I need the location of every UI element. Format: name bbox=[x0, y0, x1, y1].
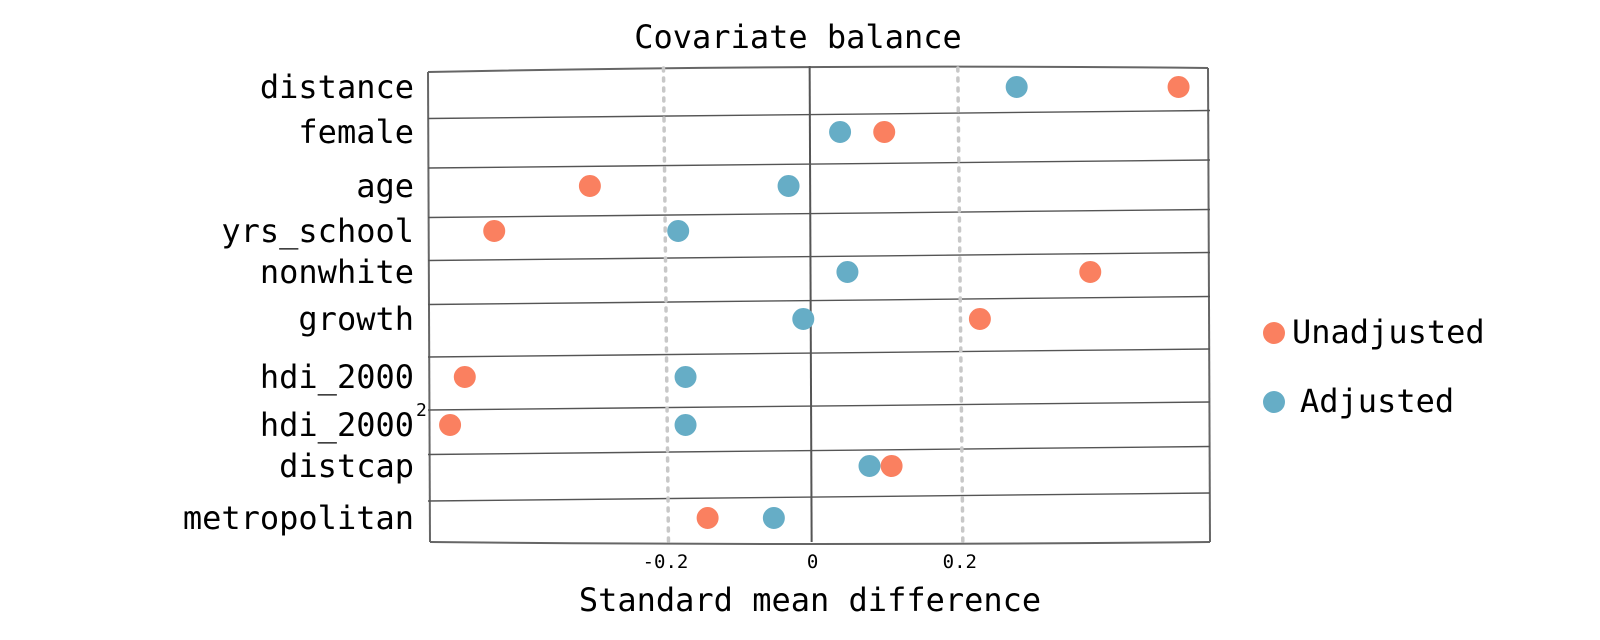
plot-frame-top bbox=[427, 65, 1209, 73]
y-tick-label: female bbox=[298, 113, 414, 151]
data-point-adjusted bbox=[792, 308, 815, 330]
data-point-unadjusted bbox=[453, 366, 476, 388]
plot-frame-bottom bbox=[429, 541, 1211, 545]
legend-label-adjusted: Adjusted bbox=[1300, 382, 1454, 420]
legend: Unadjusted Adjusted bbox=[1263, 313, 1485, 420]
row-separator bbox=[427, 109, 1211, 120]
data-point-adjusted bbox=[777, 175, 800, 197]
y-tick-label: nonwhite bbox=[260, 253, 414, 291]
row-separator bbox=[427, 251, 1211, 262]
x-tick-label: 0 bbox=[807, 551, 818, 573]
y-tick-label: distance bbox=[260, 68, 414, 106]
legend-label-unadjusted: Unadjusted bbox=[1292, 313, 1485, 351]
row-separator bbox=[427, 295, 1211, 306]
row-separator bbox=[427, 348, 1211, 358]
data-point-unadjusted bbox=[696, 507, 719, 529]
data-point-adjusted bbox=[762, 507, 785, 529]
row-separator bbox=[427, 445, 1211, 456]
data-point-adjusted bbox=[836, 261, 859, 283]
y-tick-label: growth bbox=[298, 300, 414, 338]
y-tick-label: yrs_school bbox=[221, 212, 414, 250]
y-tick-label: hdi_2000 bbox=[260, 406, 414, 444]
data-point-unadjusted bbox=[880, 455, 903, 477]
data-point-adjusted bbox=[667, 220, 690, 242]
data-point-adjusted bbox=[674, 366, 697, 388]
row-separator bbox=[427, 208, 1211, 219]
plot-area: -0.2 0 0.2 distance female age yrs_schoolnonwh… bbox=[183, 65, 1211, 573]
data-point-unadjusted bbox=[1167, 76, 1190, 98]
data-point-adjusted bbox=[858, 455, 881, 477]
legend-marker-unadjusted bbox=[1263, 322, 1285, 344]
reference-line bbox=[661, 66, 671, 544]
x-tick-label: -0.2 bbox=[643, 551, 689, 573]
plot-frame-right bbox=[1207, 67, 1211, 543]
y-tick-superscript: 2 bbox=[416, 400, 427, 421]
row-separator bbox=[427, 492, 1211, 502]
legend-marker-adjusted bbox=[1263, 391, 1285, 413]
row-separator bbox=[427, 159, 1211, 169]
reference-line bbox=[956, 66, 965, 544]
data-point-unadjusted bbox=[968, 308, 991, 330]
data-point-adjusted bbox=[1005, 76, 1028, 98]
data-point-unadjusted bbox=[483, 220, 506, 242]
y-tick-label: age bbox=[356, 167, 414, 205]
row-separator bbox=[427, 401, 1211, 411]
data-point-unadjusted bbox=[439, 414, 462, 436]
data-point-adjusted bbox=[674, 414, 697, 436]
data-point-unadjusted bbox=[578, 175, 601, 197]
chart-title: Covariate balance bbox=[634, 18, 962, 56]
data-point-unadjusted bbox=[873, 121, 896, 143]
zero-line bbox=[808, 65, 813, 543]
y-tick-label: hdi_2000 bbox=[260, 358, 414, 396]
data-point-adjusted bbox=[829, 121, 852, 143]
y-tick-label: distcap bbox=[279, 447, 414, 485]
data-point-unadjusted bbox=[1079, 261, 1102, 283]
plot-frame-left bbox=[427, 71, 431, 543]
x-axis-label: Standard mean difference bbox=[579, 581, 1041, 619]
y-tick-label: metropolitan bbox=[183, 499, 414, 537]
x-tick-label: 0.2 bbox=[943, 551, 977, 573]
